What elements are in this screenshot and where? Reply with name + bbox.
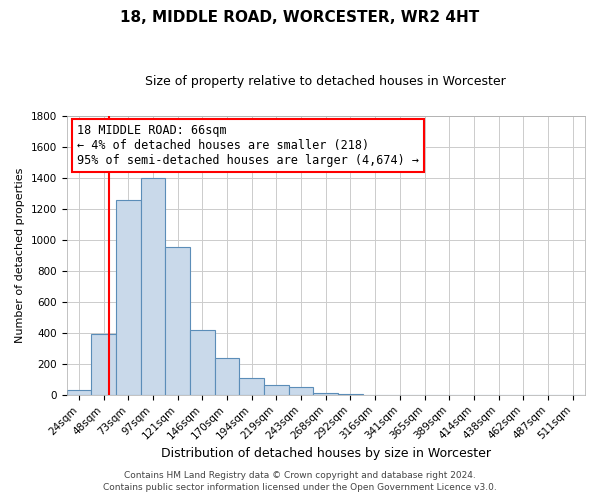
Bar: [67, 390, 91, 395]
Bar: [165, 248, 190, 395]
Text: 18 MIDDLE ROAD: 66sqm
← 4% of detached houses are smaller (218)
95% of semi-deta: 18 MIDDLE ROAD: 66sqm ← 4% of detached h…: [77, 124, 419, 167]
Text: Contains HM Land Registry data © Crown copyright and database right 2024.
Contai: Contains HM Land Registry data © Crown c…: [103, 471, 497, 492]
Bar: [313, 392, 338, 395]
X-axis label: Distribution of detached houses by size in Worcester: Distribution of detached houses by size …: [161, 447, 491, 460]
Y-axis label: Number of detached properties: Number of detached properties: [15, 168, 25, 343]
Bar: [338, 394, 363, 395]
Bar: [91, 334, 116, 395]
Bar: [264, 385, 289, 395]
Bar: [140, 178, 165, 395]
Bar: [289, 387, 313, 395]
Title: Size of property relative to detached houses in Worcester: Size of property relative to detached ho…: [145, 75, 506, 88]
Bar: [190, 330, 215, 395]
Bar: [239, 378, 264, 395]
Bar: [116, 200, 140, 395]
Text: 18, MIDDLE ROAD, WORCESTER, WR2 4HT: 18, MIDDLE ROAD, WORCESTER, WR2 4HT: [121, 10, 479, 25]
Bar: [215, 358, 239, 395]
